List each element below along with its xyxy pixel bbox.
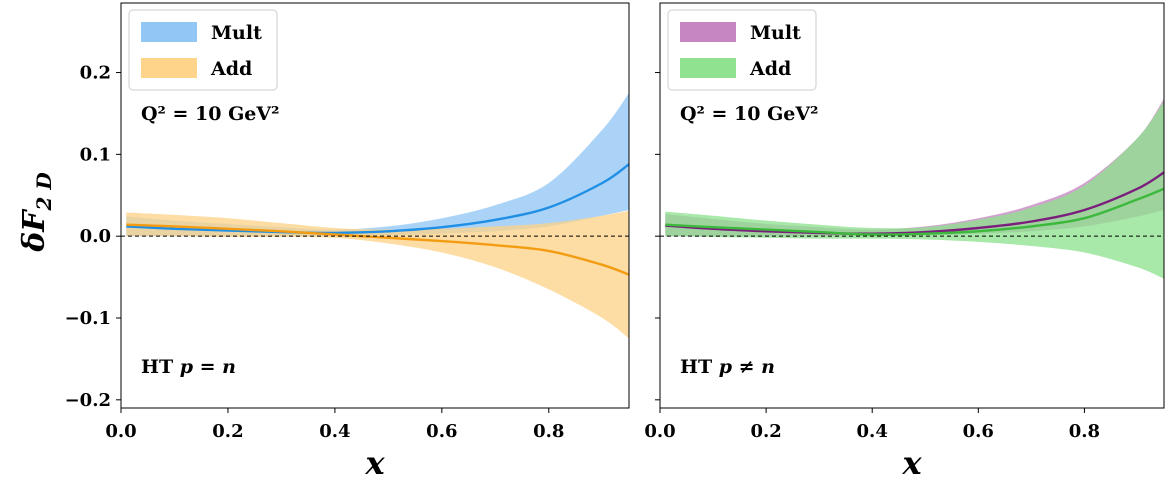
- plot-frame: [120, 2, 630, 409]
- line-add-panel-left: [126, 223, 629, 276]
- legend-label-add: Add: [749, 58, 791, 80]
- plot-area: [121, 93, 629, 339]
- line-add-panel-right: [665, 187, 1164, 236]
- legend-label-mult: Mult: [750, 22, 801, 44]
- x-tick-label: 0.0: [644, 421, 675, 442]
- legend: Mult Add: [128, 9, 278, 91]
- legend-swatch-add: [141, 58, 197, 78]
- left-panel: 0.0 0.2 0.4 0.6 0.8 −0.2 −0.1 0.0 0.1 0.2 x Mult Add…: [65, 2, 630, 480]
- plot-frame: [659, 2, 1165, 409]
- x-tick-label: 0.6: [963, 421, 994, 442]
- y-tick-label: 0.2: [80, 63, 111, 84]
- legend-swatch-mult: [141, 22, 197, 42]
- ht-math: p = n: [180, 356, 236, 378]
- legend-swatch-mult: [680, 22, 736, 42]
- y-axis-title-main: δF: [17, 208, 52, 253]
- y-tick-label: −0.1: [65, 308, 111, 329]
- legend-label-mult: Mult: [211, 22, 262, 44]
- y-axis-title: δF2 D: [17, 172, 56, 253]
- line-mult-panel-left: [126, 163, 629, 235]
- ht-prefix: HT: [141, 356, 180, 378]
- x-tick-label: 0.2: [750, 421, 781, 442]
- q2-annotation: Q² = 10 GeV²: [141, 103, 279, 125]
- plot-area: [660, 98, 1164, 279]
- x-tick-label: 0.4: [319, 421, 350, 442]
- right-panel: 0.0 0.2 0.4 0.6 0.8 x Mult Add Q² = 10 GeV² HT p …: [644, 2, 1165, 480]
- legend: Mult Add: [667, 9, 817, 91]
- x-axis-title: x: [364, 444, 385, 480]
- ht-annotation: HT p ≠ n: [680, 356, 775, 378]
- x-tick-label: 0.0: [105, 421, 136, 442]
- x-tick-label: 0.8: [1069, 421, 1100, 442]
- legend-label-add: Add: [210, 58, 252, 80]
- y-tick-label: 0.0: [80, 226, 111, 247]
- band-add-panel-left: [126, 210, 629, 339]
- x-tick-label: 0.6: [426, 421, 457, 442]
- q2-annotation: Q² = 10 GeV²: [680, 103, 818, 125]
- x-axis-title: x: [901, 444, 922, 480]
- legend-swatch-add: [680, 58, 736, 78]
- y-tick-label: −0.2: [65, 390, 111, 411]
- ht-prefix: HT: [680, 356, 719, 378]
- x-tick-label: 0.8: [533, 421, 564, 442]
- x-tick-label: 0.4: [857, 421, 888, 442]
- ht-annotation: HT p = n: [141, 356, 236, 378]
- line-mult-panel-right: [665, 171, 1164, 235]
- y-tick-label: 0.1: [80, 144, 111, 165]
- ht-math: p ≠ n: [719, 356, 775, 378]
- y-axis-title-sub: 2 D: [32, 172, 56, 212]
- band-add-panel-right: [665, 101, 1164, 279]
- x-tick-label: 0.2: [212, 421, 243, 442]
